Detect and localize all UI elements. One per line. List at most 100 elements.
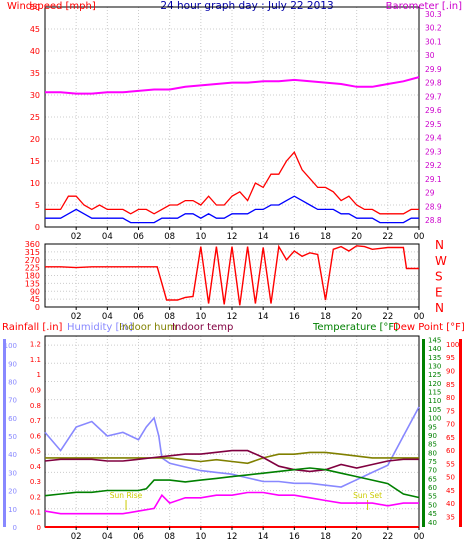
x-tick-label: 04 xyxy=(102,312,113,322)
temperature-tick-label: 60 xyxy=(428,484,437,492)
dewpoint-tick-label: 80 xyxy=(446,394,455,402)
x-tick-label: 00 xyxy=(414,532,425,542)
dewpoint-tick-label: 90 xyxy=(446,367,455,375)
wind-tick-label: 0 xyxy=(35,223,40,232)
temperature-tick-label: 110 xyxy=(428,397,441,405)
barometer-tick-label: 29 xyxy=(425,189,435,198)
humidity-tick-label: 70 xyxy=(8,397,17,405)
temperature-tick-label: 75 xyxy=(428,458,437,466)
dewpoint-tick-label: 45 xyxy=(446,487,455,495)
dewpoint-axis-bar xyxy=(459,339,462,527)
temperature-tick-label: 65 xyxy=(428,475,437,483)
temperature-tick-label: 130 xyxy=(428,363,441,371)
temperature-tick-label: 55 xyxy=(428,493,437,501)
compass-label: N xyxy=(435,238,444,252)
x-tick-label: 14 xyxy=(258,232,269,242)
rain-tick-label: 0.7 xyxy=(30,417,41,425)
direction-tick-label: 180 xyxy=(25,272,40,281)
temperature-tick-label: 140 xyxy=(428,345,441,353)
series-wind-direction xyxy=(45,244,419,306)
dewpoint-tick-label: 75 xyxy=(446,407,455,415)
x-tick-label: 12 xyxy=(227,312,238,322)
x-tick-label: 16 xyxy=(289,532,300,542)
x-tick-label: 00 xyxy=(414,312,425,322)
x-tick-label: 20 xyxy=(351,532,362,542)
temperature-tick-label: 105 xyxy=(428,406,441,414)
x-tick-label: 02 xyxy=(71,532,82,542)
temperature-tick-label: 95 xyxy=(428,423,437,431)
barometer-tick-label: 30.2 xyxy=(425,24,442,33)
rain-tick-label: 0.8 xyxy=(30,402,41,410)
series-wind-speed xyxy=(45,195,419,224)
humidity-tick-label: 30 xyxy=(8,469,17,477)
temperature-tick-label: 85 xyxy=(428,441,437,449)
rain-tick-label: 1 xyxy=(37,371,41,379)
barometer-tick-label: 29.9 xyxy=(425,65,442,74)
barometer-tick-label: 28.9 xyxy=(425,202,442,211)
barometer-tick-label: 29.3 xyxy=(425,147,442,156)
rain-tick-label: 0.6 xyxy=(30,432,42,440)
humidity-axis-label: Humidity [%] xyxy=(67,322,133,333)
series-indoor-temp xyxy=(44,449,419,473)
series-wind-gust xyxy=(45,151,419,215)
wind-tick-label: 20 xyxy=(30,135,40,144)
direction-tick-label: 0 xyxy=(35,303,40,312)
humidity-tick-label: 0 xyxy=(13,524,17,532)
x-tick-label: 08 xyxy=(164,312,175,322)
temperature-tick-label: 100 xyxy=(428,415,441,423)
temperature-tick-label: 135 xyxy=(428,354,441,362)
x-tick-label: 22 xyxy=(382,532,393,542)
x-tick-label: 14 xyxy=(258,532,269,542)
wind-axis-label: Windspeed [mph] xyxy=(7,1,96,12)
rain-tick-label: 0 xyxy=(37,524,41,532)
wind-tick-label: 15 xyxy=(30,157,40,166)
direction-tick-label: 225 xyxy=(25,264,40,273)
dewpoint-axis-label: Dew Point [°F] xyxy=(393,322,465,333)
x-tick-label: 12 xyxy=(227,532,238,542)
rainfall-axis-label: Rainfall [.in] xyxy=(2,322,63,333)
indoor-temp-label: Indoor temp xyxy=(172,322,233,333)
rain-tick-label: 0.2 xyxy=(30,493,41,501)
x-tick-label: 06 xyxy=(133,532,144,542)
dewpoint-tick-label: 40 xyxy=(446,500,455,508)
humidity-tick-label: 20 xyxy=(8,488,17,496)
barometer-tick-label: 30 xyxy=(425,51,435,60)
x-tick-label: 10 xyxy=(195,532,206,542)
wind-tick-label: 45 xyxy=(30,25,40,34)
temperature-tick-label: 40 xyxy=(428,519,437,527)
barometer-tick-label: 29.1 xyxy=(425,175,442,184)
series-humidity xyxy=(44,406,420,488)
wind-tick-label: 35 xyxy=(30,69,40,78)
dewpoint-tick-label: 100 xyxy=(446,341,459,349)
x-tick-label: 08 xyxy=(164,532,175,542)
rain-tick-label: 0.3 xyxy=(30,478,41,486)
series-barometer xyxy=(45,76,420,95)
x-tick-label: 10 xyxy=(195,312,206,322)
x-tick-label: 10 xyxy=(195,232,206,242)
sunrise-label: Sun Rise xyxy=(110,491,143,500)
dewpoint-tick-label: 65 xyxy=(446,434,455,442)
x-tick-label: 20 xyxy=(351,232,362,242)
humidity-tick-label: 60 xyxy=(8,415,17,423)
x-tick-label: 06 xyxy=(133,232,144,242)
temperature-axis-label: Temperature [°F] xyxy=(312,322,398,333)
dewpoint-tick-label: 70 xyxy=(446,421,455,429)
humidity-tick-label: 10 xyxy=(8,506,17,514)
x-tick-label: 02 xyxy=(71,312,82,322)
compass-label: S xyxy=(435,270,443,284)
temperature-tick-label: 70 xyxy=(428,467,437,475)
rain-tick-label: 0.4 xyxy=(30,463,42,471)
wind-tick-label: 50 xyxy=(30,3,40,12)
dewpoint-tick-label: 60 xyxy=(446,447,455,455)
series-temperature xyxy=(44,467,420,499)
compass-label: N xyxy=(435,301,444,315)
humidity-axis-bar xyxy=(3,339,6,527)
barometer-axis-label: Barometer [.in] xyxy=(386,1,462,12)
wind-tick-label: 30 xyxy=(30,91,40,100)
indoor-hum-label: Indoor hum xyxy=(119,322,177,333)
wind-tick-label: 5 xyxy=(35,201,40,210)
x-tick-label: 18 xyxy=(320,312,331,322)
temperature-tick-label: 90 xyxy=(428,432,437,440)
dewpoint-tick-label: 95 xyxy=(446,354,455,362)
direction-tick-label: 45 xyxy=(30,295,40,304)
